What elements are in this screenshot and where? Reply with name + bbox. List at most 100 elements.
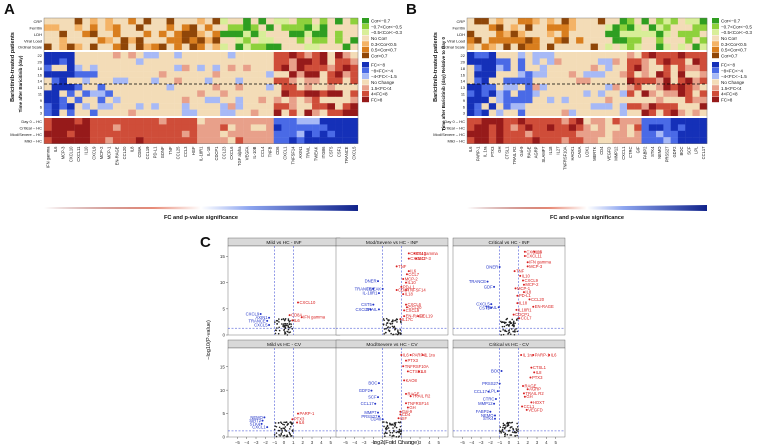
heatmap-cell [547,109,555,117]
heatmap-cell [481,84,490,91]
heatmap-cell [532,84,540,91]
point-label-up: CDCP1 [515,312,530,317]
heatmap-cell [670,43,679,51]
heatmap-cell [481,137,490,144]
heatmap-cell [89,37,98,44]
point-nonsig [284,322,287,325]
column-label: VEGFD [606,147,611,161]
heatmap-cell [576,43,584,51]
heatmap-cell [319,37,328,44]
facet: Mild vs HC - CVPARP-1PTX3IL6NEMOSIRT2STK… [220,339,341,445]
heatmap-cell [547,71,555,78]
heatmap-cell [59,130,68,138]
point-down [494,414,496,417]
heatmap-cell [204,43,213,51]
heatmap-cell [488,77,497,85]
heatmap-cell [612,137,620,144]
heatmap-cell [699,77,708,85]
heatmap-cell [685,84,693,91]
heatmap-cell [342,58,351,65]
heatmap-cell [289,24,297,31]
heatmap-cell [576,137,584,144]
heatmap-cell [568,58,577,65]
heatmap-cell [135,130,144,138]
heatmap-cell [82,118,91,125]
heatmap-cell [619,64,628,72]
heatmap-cell [532,71,540,78]
heatmap-cell [66,137,75,144]
heatmap-cell [634,30,642,38]
heatmap-cell [135,109,144,117]
heatmap-cell [166,24,175,31]
point-nonsig [395,318,398,320]
legend-label: Cor<−0.7 [371,19,391,24]
heatmap-cell [670,84,679,91]
heatmap-cell [235,96,244,104]
point-label-down: TRANCE [355,286,372,291]
point-up [300,316,303,319]
heatmap-cell [44,109,52,117]
heatmap-cell [474,84,482,91]
heatmap-cell [663,124,671,131]
y-tick-label: 0 [222,333,225,338]
point-nonsig [287,325,290,327]
heatmap-cell [656,103,664,110]
legend-label: FC<−8 [721,63,735,68]
point-label-up: EN-RAGE [406,314,425,319]
heatmap-cell [663,58,671,65]
heatmap-cell [467,90,475,97]
column-label: GIF [635,146,640,153]
heatmap-cell [561,43,570,51]
point-label-down: IL-18R1 [363,291,379,296]
heatmap-cell [304,52,313,59]
heatmap-cell [547,77,555,85]
heatmap-cell [250,137,259,144]
heatmap-cell [663,103,671,110]
heatmap-cell [197,58,206,65]
column-label: CXCL10 [68,146,73,162]
point-nonsig [517,430,519,433]
point-down [490,306,493,309]
heatmap-cell [583,43,591,51]
heatmap-cell [204,96,213,104]
heatmap-cell [488,84,497,91]
heatmap-cell [258,90,267,97]
heatmap-cell [105,71,114,78]
heatmap-cell [74,84,83,91]
heatmap-cell [554,90,562,97]
x-tick-label: 0 [508,440,511,445]
heatmap-cell [510,24,519,31]
x-tick-label: −4 [352,440,358,445]
heatmap-cell [583,90,591,97]
heatmap-cell [135,84,144,91]
heatmap-cell [44,37,52,44]
row-label: 6 [463,104,466,109]
point-nonsig [388,422,391,425]
point-label-up: CXCL10 [410,251,426,256]
point-nonsig [285,430,288,432]
heatmap-cell [120,124,129,131]
point-nonsig [287,318,290,320]
heatmap-cell [212,137,221,144]
row-label: Day 0 – HC [21,119,42,124]
x-tick-label: −1 [272,440,278,445]
heatmap-cell [296,137,305,144]
point-nonsig [392,427,394,429]
heatmap-cell [174,96,183,104]
heatmap-cell [327,18,336,25]
heatmap-cell [59,84,68,91]
heatmap-cell [634,90,642,97]
heatmap-cell [641,118,650,125]
column-label: CST5 [329,146,334,157]
heatmap-cell [663,18,671,25]
heatmap-cell [561,58,570,65]
heatmap-cell [135,137,144,144]
point-label-down: BOC [491,368,500,373]
point-label-up: CD8A [398,287,409,292]
heatmap-cell [634,52,642,59]
heatmap-cell [510,109,519,117]
heatmap-cell [503,24,511,31]
legend-label: FC>8 [721,97,733,102]
point-nonsig [277,332,280,335]
